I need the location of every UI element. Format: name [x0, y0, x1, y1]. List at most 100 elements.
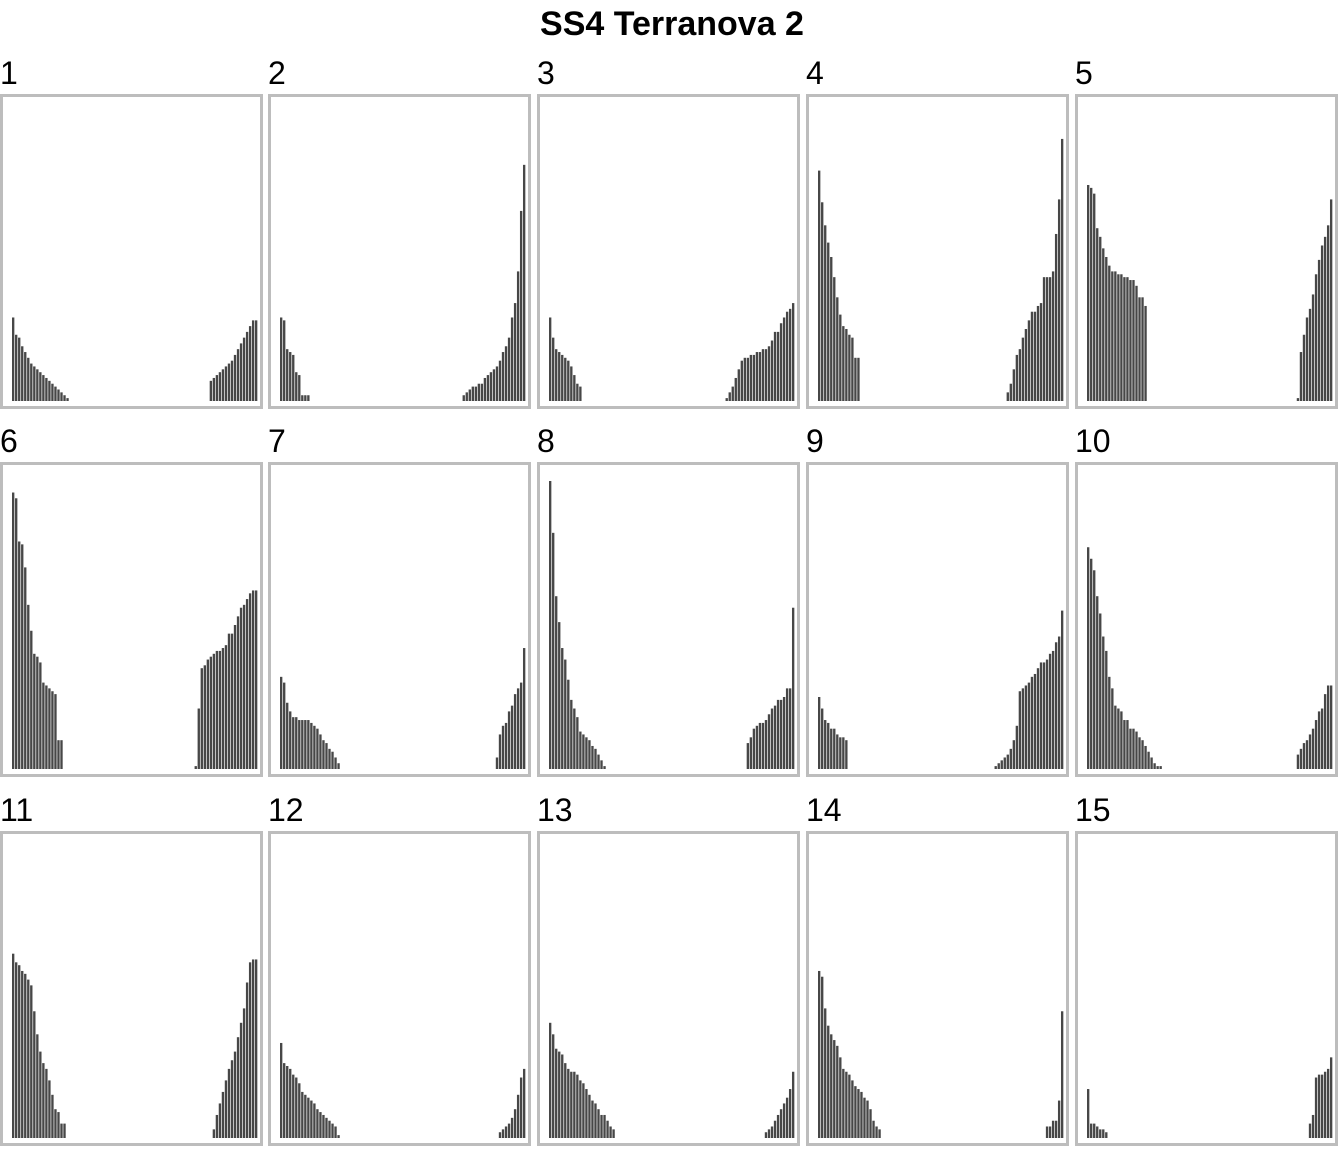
bar-left-16 [1132, 728, 1135, 769]
bar-left-3 [555, 1048, 558, 1138]
bar-left-2 [552, 1034, 555, 1138]
bar-right-5 [1018, 349, 1022, 401]
bar-left-2 [283, 320, 286, 401]
bar-left-12 [45, 377, 48, 401]
bar-left-5 [830, 728, 833, 769]
bar-left-17 [597, 1109, 600, 1138]
bar-right-13 [245, 331, 249, 401]
bar-left-11 [42, 682, 45, 769]
bar-right-12 [1329, 685, 1333, 769]
bar-left-14 [319, 1112, 322, 1138]
bar-right-15 [767, 346, 771, 401]
bar-left-14 [1126, 277, 1129, 401]
bar-left-13 [48, 688, 51, 769]
bar-left-8 [839, 314, 842, 401]
panel-plot [280, 1042, 526, 1138]
bar-left-17 [597, 754, 600, 769]
bar-right-9 [770, 708, 774, 769]
bar-right-2 [197, 708, 200, 769]
bar-left-1 [549, 1022, 552, 1138]
bar-left-15 [1129, 280, 1132, 401]
bar-left-19 [1141, 297, 1144, 401]
bar-left-8 [570, 1071, 573, 1138]
bar-left-10 [1114, 271, 1117, 401]
bar-right-12 [1027, 682, 1031, 769]
bar-right-1 [994, 766, 997, 769]
bar-right-9 [1320, 708, 1324, 769]
bar-right-3 [501, 725, 505, 769]
bar-left-5 [1099, 1129, 1102, 1138]
panel-plot [12, 492, 258, 769]
bar-right-2 [1311, 1114, 1315, 1138]
panel-plot [12, 317, 258, 401]
bar-right-8 [1027, 320, 1031, 401]
bar-left-19 [603, 766, 606, 769]
bar-left-1 [1087, 1089, 1090, 1138]
bar-left-7 [1105, 1132, 1108, 1138]
bar-right-8 [1317, 711, 1321, 769]
bar-right-1 [1308, 1123, 1312, 1138]
bar-right-4 [1015, 354, 1019, 401]
panel-frame [806, 462, 1069, 777]
bar-right-2 [215, 1114, 219, 1138]
bar-left-18 [869, 1109, 872, 1138]
bar-left-9 [36, 369, 39, 401]
bar-right-1 [764, 1132, 768, 1138]
bar-left-12 [45, 1068, 48, 1138]
bar-right-7 [212, 653, 216, 769]
bar-right-3 [468, 389, 471, 401]
bar-right-2 [1048, 1126, 1052, 1138]
panel-frame [1075, 462, 1338, 777]
bar-left-9 [842, 326, 845, 401]
bar-left-4 [289, 1068, 292, 1138]
bar-right-5 [758, 722, 762, 769]
bar-right-12 [1039, 303, 1043, 401]
bar-left-5 [292, 354, 295, 401]
bar-right-5 [507, 711, 511, 769]
bar-left-6 [833, 728, 836, 769]
bar-left-5 [830, 1034, 833, 1138]
bar-right-1 [1296, 398, 1300, 401]
bar-left-18 [1138, 737, 1141, 769]
bar-right-4 [1003, 757, 1006, 769]
bar-right-11 [1036, 305, 1040, 401]
bar-left-13 [48, 1080, 51, 1138]
bar-left-1 [1087, 185, 1090, 401]
bar-right-17 [773, 331, 777, 401]
bar-right-18 [1057, 199, 1061, 401]
bar-left-13 [48, 380, 51, 401]
bar-right-5 [221, 369, 225, 401]
bar-right-5 [1308, 308, 1312, 401]
panel-label: 2 [268, 55, 286, 91]
bar-left-8 [839, 737, 842, 769]
panel-plot [1087, 547, 1333, 769]
bar-right-11 [1024, 685, 1028, 769]
bar-left-19 [872, 1120, 875, 1138]
bar-left-10 [576, 1074, 579, 1138]
bar-right-11 [1326, 685, 1330, 769]
bar-right-6 [1323, 1071, 1327, 1138]
bar-right-5 [224, 1080, 228, 1138]
bar-left-11 [310, 722, 313, 769]
bar-left-15 [54, 694, 57, 769]
bar-right-19 [1048, 653, 1052, 769]
bar-right-9 [522, 1068, 526, 1138]
bar-right-8 [1015, 725, 1019, 769]
bar-left-1 [12, 953, 15, 1138]
bar-left-10 [845, 1071, 848, 1138]
bar-left-1 [818, 970, 821, 1138]
panel-label: 7 [268, 423, 286, 459]
bar-left-17 [60, 1123, 63, 1138]
bar-right-3 [504, 1126, 508, 1138]
bar-left-14 [857, 357, 860, 401]
bar-right-4 [1317, 1074, 1321, 1138]
bar-left-5 [1099, 613, 1102, 769]
panel-frame [806, 831, 1069, 1146]
bar-left-3 [286, 702, 289, 769]
bar-left-5 [292, 717, 295, 769]
bar-left-10 [307, 1097, 310, 1138]
bar-left-4 [558, 1051, 561, 1138]
bar-left-7 [1105, 257, 1108, 401]
bar-right-8 [516, 688, 520, 769]
bar-right-15 [236, 616, 240, 769]
